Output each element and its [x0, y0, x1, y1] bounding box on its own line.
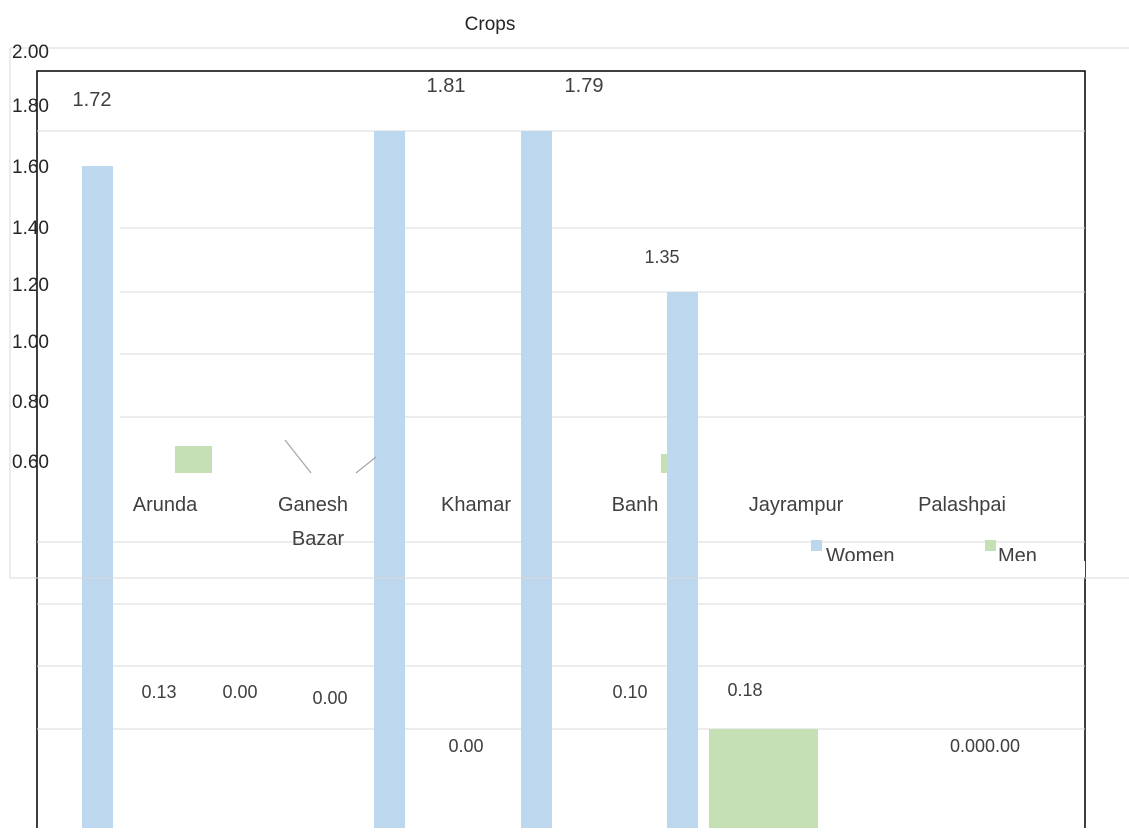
- category-label: Khamar: [441, 494, 511, 516]
- bar-men-arunda: [175, 446, 212, 473]
- bar-women-khamarpara: [374, 131, 405, 828]
- y-tick-label: 1.20: [12, 275, 49, 296]
- bar-men-jayrampur: [709, 729, 818, 828]
- y-tick-label: 1.00: [12, 332, 49, 353]
- bar-men-banhabari: [661, 454, 667, 473]
- data-label: 1.72: [73, 89, 112, 111]
- category-labels: Arunda Ganesh Bazar Khamar Banh Jayrampu…: [133, 494, 1006, 550]
- category-label: Banh: [612, 494, 659, 516]
- gridlines: [37, 130, 1085, 730]
- y-tick-label: 1.80: [12, 96, 49, 117]
- category-label: Ganesh: [278, 494, 348, 516]
- data-label: 0.00: [448, 736, 483, 756]
- category-label: Bazar: [292, 528, 345, 550]
- y-tick-label: 1.60: [12, 157, 49, 178]
- data-label: 0.00: [312, 688, 347, 708]
- category-label: Palashpai: [918, 494, 1006, 516]
- y-tick-label: 2.00: [12, 42, 49, 63]
- plot-frame: [36, 70, 1086, 828]
- bar-women-arunda: [82, 166, 113, 828]
- y-axis-labels: 2.00 1.80 1.60 1.40 1.20 1.00 0.80 0.60: [12, 42, 49, 473]
- data-label: 0.000.00: [950, 736, 1020, 756]
- legend-clip: [800, 561, 1085, 577]
- data-label: 1.35: [644, 247, 679, 267]
- data-label: 0.10: [612, 682, 647, 702]
- leader-line: [355, 456, 377, 474]
- data-labels: 1.72 1.81 1.79 1.35 0.13 0.00 0.00 0.00 …: [73, 75, 1021, 756]
- data-label: 0.18: [727, 680, 762, 700]
- data-label: 0.00: [222, 682, 257, 702]
- legend-swatch-women: [811, 540, 822, 551]
- category-label: Arunda: [133, 494, 198, 516]
- bars: [82, 131, 818, 828]
- data-label: 1.79: [565, 75, 604, 97]
- data-label: 1.81: [427, 75, 466, 97]
- y-tick-label: 0.60: [12, 452, 49, 473]
- category-label: Jayrampur: [749, 494, 844, 516]
- y-tick-label: 1.40: [12, 218, 49, 239]
- y-tick-label: 0.80: [12, 392, 49, 413]
- bar-women-jayrampur: [667, 292, 698, 828]
- bar-women-banhabari: [521, 131, 552, 828]
- chart-title: Crops: [465, 14, 516, 35]
- data-label: 0.13: [141, 682, 176, 702]
- leader-line: [284, 439, 312, 474]
- legend-swatch-men: [985, 540, 996, 551]
